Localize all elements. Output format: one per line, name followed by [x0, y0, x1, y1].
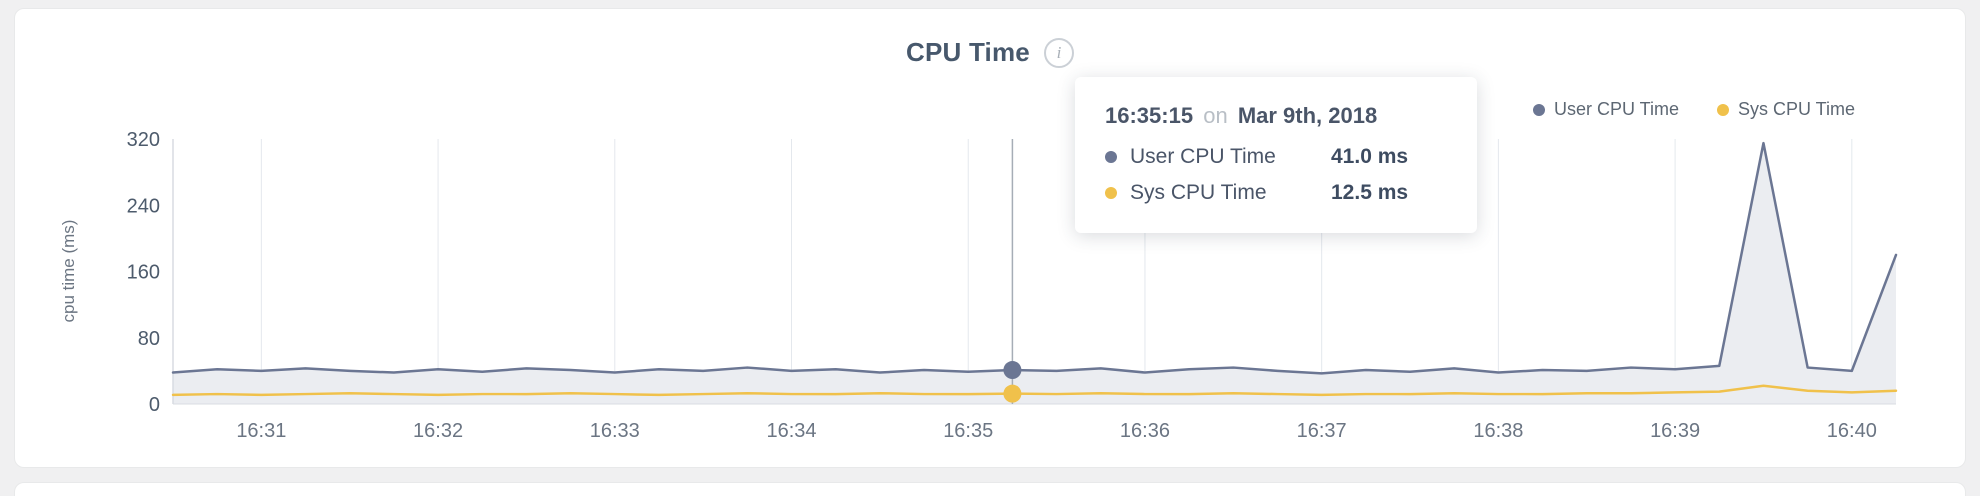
series-line-0[interactable]: [171, 141, 1898, 375]
cpu-time-card: CPU Time i User CPU Time Sys CPU Time cp…: [14, 8, 1966, 468]
x-tick-label: 16:36: [1120, 420, 1170, 442]
user-cpu-legend-dot-icon: [1532, 103, 1545, 116]
x-tick-label: 16:37: [1297, 420, 1347, 442]
tooltip-time: 16:35:15: [1105, 103, 1194, 128]
legend-item-user-cpu-time[interactable]: User CPU Time: [1532, 99, 1679, 120]
chart-header: CPU Time i: [15, 9, 1965, 68]
info-icon[interactable]: i: [1043, 37, 1074, 68]
chart-plot-area[interactable]: 16:31 16:32 16:33 16:34 16:35 16:36 16:37 16:38…: [101, 129, 1911, 459]
sys-cpu-dot-icon: [1105, 187, 1117, 199]
series-line-1[interactable]: [171, 384, 1898, 397]
x-tick-label: 16:35: [943, 420, 993, 442]
y-tick-label: 240: [127, 195, 160, 217]
y-tick-label: 0: [149, 394, 160, 416]
tooltip-date: Mar 9th, 2018: [1237, 103, 1378, 128]
x-tick-label: 16:32: [413, 420, 463, 442]
y-axis-title: cpu time (ms): [59, 219, 78, 323]
chart-title: CPU Time: [906, 37, 1030, 67]
tooltip-row-user-cpu-time: User CPU Time 41.0 ms: [1105, 145, 1447, 169]
user-cpu-dot-icon: [1105, 151, 1117, 163]
tooltip-connector: on: [1203, 103, 1228, 128]
x-tick-label: 16:33: [590, 420, 640, 442]
tooltip-value-sys-cpu-time: 12.5 ms: [1331, 181, 1409, 204]
next-card-top-edge: [14, 482, 1966, 496]
x-tick-label: 16:40: [1827, 420, 1877, 442]
tooltip-row-sys-cpu-time: Sys CPU Time 12.5 ms: [1105, 181, 1447, 205]
tooltip-label-sys-cpu-time: Sys CPU Time: [1130, 181, 1267, 204]
legend-label-user-cpu-time: User CPU Time: [1553, 99, 1679, 119]
cpu-chart-svg[interactable]: 16:31 16:32 16:33 16:34 16:35 16:36 16:37 16:38…: [101, 129, 1911, 459]
legend: User CPU Time Sys CPU Time: [1532, 99, 1855, 120]
chart-tooltip: 16:35:15 on Mar 9th, 2018 User CPU Time …: [1075, 77, 1477, 233]
crosshair-dot-series-0: [1003, 361, 1022, 380]
tooltip-value-user-cpu-time: 41.0 ms: [1331, 145, 1409, 168]
x-tick-label: 16:34: [766, 420, 816, 442]
sys-cpu-legend-dot-icon: [1716, 103, 1729, 116]
x-tick-label: 16:38: [1473, 420, 1523, 442]
x-tick-label: 16:31: [236, 420, 286, 442]
x-tick-label: 16:39: [1650, 420, 1700, 442]
legend-label-sys-cpu-time: Sys CPU Time: [1737, 99, 1855, 119]
tooltip-header: 16:35:15 on Mar 9th, 2018: [1105, 103, 1447, 129]
tooltip-label-user-cpu-time: User CPU Time: [1130, 145, 1276, 168]
crosshair-dot-series-1: [1003, 384, 1022, 403]
y-tick-label: 160: [127, 262, 160, 284]
y-tick-label: 80: [138, 328, 160, 350]
legend-item-sys-cpu-time[interactable]: Sys CPU Time: [1716, 99, 1855, 120]
y-tick-label: 320: [127, 129, 160, 151]
area-fill-series-0: [173, 143, 1896, 404]
